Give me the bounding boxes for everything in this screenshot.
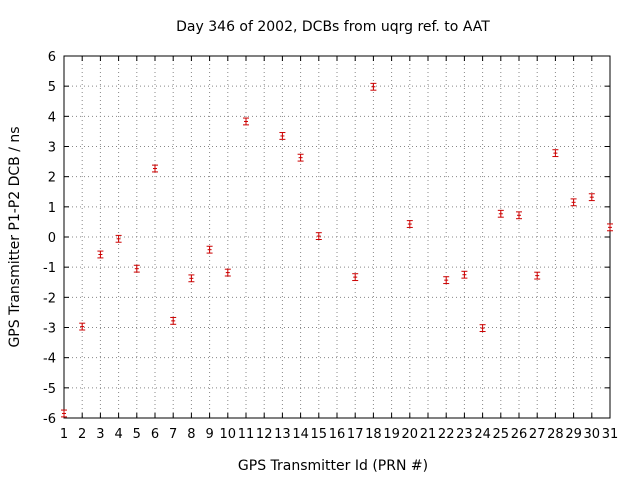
- chart-title: Day 346 of 2002, DCBs from uqrg ref. to …: [176, 19, 490, 35]
- x-tick-label: 31: [602, 427, 619, 442]
- data-point: [479, 324, 486, 333]
- data-point: [61, 409, 67, 418]
- x-tick-label: 12: [256, 427, 273, 442]
- x-tick-label: 2: [78, 427, 86, 442]
- data-point: [370, 82, 377, 91]
- data-point: [224, 268, 231, 277]
- x-tick-label: 29: [565, 427, 582, 442]
- x-tick-label: 16: [329, 427, 346, 442]
- data-point: [406, 220, 413, 228]
- x-tick-label: 25: [493, 427, 510, 442]
- data-points: [61, 82, 613, 418]
- data-point: [170, 316, 177, 325]
- x-axis-label: GPS Transmitter Id (PRN #): [238, 458, 428, 474]
- y-tick-labels: 6 5 4 3 2 1 0 -1 -2 -3 -4 -5 -6: [43, 50, 56, 427]
- y-tick-label: 1: [48, 201, 56, 216]
- data-point: [97, 250, 104, 259]
- y-tick-label: 0: [48, 231, 56, 246]
- data-point: [188, 274, 195, 283]
- x-tick-label: 18: [365, 427, 382, 442]
- x-tick-label: 4: [114, 427, 122, 442]
- data-point: [443, 276, 450, 285]
- x-tick-label: 6: [151, 427, 159, 442]
- y-tick-label: -6: [43, 412, 56, 427]
- y-tick-label: -5: [43, 382, 56, 397]
- y-tick-label: -2: [43, 291, 56, 306]
- data-point: [552, 149, 559, 158]
- x-tick-label: 19: [383, 427, 400, 442]
- y-tick-label: 5: [48, 80, 56, 95]
- data-point: [607, 223, 613, 232]
- x-tick-labels: 1 2 3 4 5 6 7 8 9 10 11 12 13 14 15 16 17 18 19 20 21 22 23 24 2…: [60, 427, 618, 442]
- data-point: [133, 264, 140, 273]
- y-tick-label: 2: [48, 171, 56, 186]
- x-tick-label: 3: [96, 427, 104, 442]
- x-tick-label: 24: [474, 427, 491, 442]
- data-point: [315, 232, 322, 241]
- y-tick-label: 3: [48, 141, 56, 156]
- y-tick-label: -4: [43, 352, 56, 367]
- x-tick-label: 14: [292, 427, 309, 442]
- x-tick-label: 5: [133, 427, 141, 442]
- data-point: [497, 209, 504, 218]
- data-point: [534, 271, 541, 280]
- x-tick-label: 11: [238, 427, 255, 442]
- data-point: [79, 322, 86, 331]
- x-tick-label: 15: [311, 427, 328, 442]
- data-point: [516, 211, 522, 220]
- x-tick-label: 13: [274, 427, 291, 442]
- data-point: [297, 153, 304, 162]
- data-point: [115, 234, 122, 243]
- data-point: [206, 245, 213, 254]
- data-point: [243, 117, 249, 126]
- grid-layer: [64, 56, 610, 418]
- x-tick-label: 30: [584, 427, 601, 442]
- x-tick-label: 10: [220, 427, 237, 442]
- data-point: [279, 132, 286, 140]
- x-tick-label: 27: [529, 427, 546, 442]
- x-tick-label: 9: [205, 427, 213, 442]
- data-point: [352, 273, 359, 282]
- data-point: [588, 193, 595, 202]
- x-tick-label: 21: [420, 427, 437, 442]
- x-tick-label: 8: [187, 427, 195, 442]
- x-tick-label: 17: [347, 427, 364, 442]
- y-tick-label: -1: [43, 261, 56, 276]
- x-tick-label: 23: [456, 427, 473, 442]
- data-point: [152, 164, 158, 173]
- data-point: [461, 270, 468, 279]
- data-point: [570, 198, 577, 207]
- y-tick-label: -3: [43, 322, 56, 337]
- y-tick-label: 4: [48, 110, 56, 125]
- x-tick-label: 28: [547, 427, 564, 442]
- y-tick-label: 6: [48, 50, 56, 65]
- x-tick-label: 26: [511, 427, 528, 442]
- x-tick-label: 1: [60, 427, 68, 442]
- x-tick-label: 22: [438, 427, 455, 442]
- x-tick-label: 20: [402, 427, 419, 442]
- x-tick-label: 7: [169, 427, 177, 442]
- y-axis-label: GPS Transmitter P1-P2 DCB / ns: [7, 126, 23, 347]
